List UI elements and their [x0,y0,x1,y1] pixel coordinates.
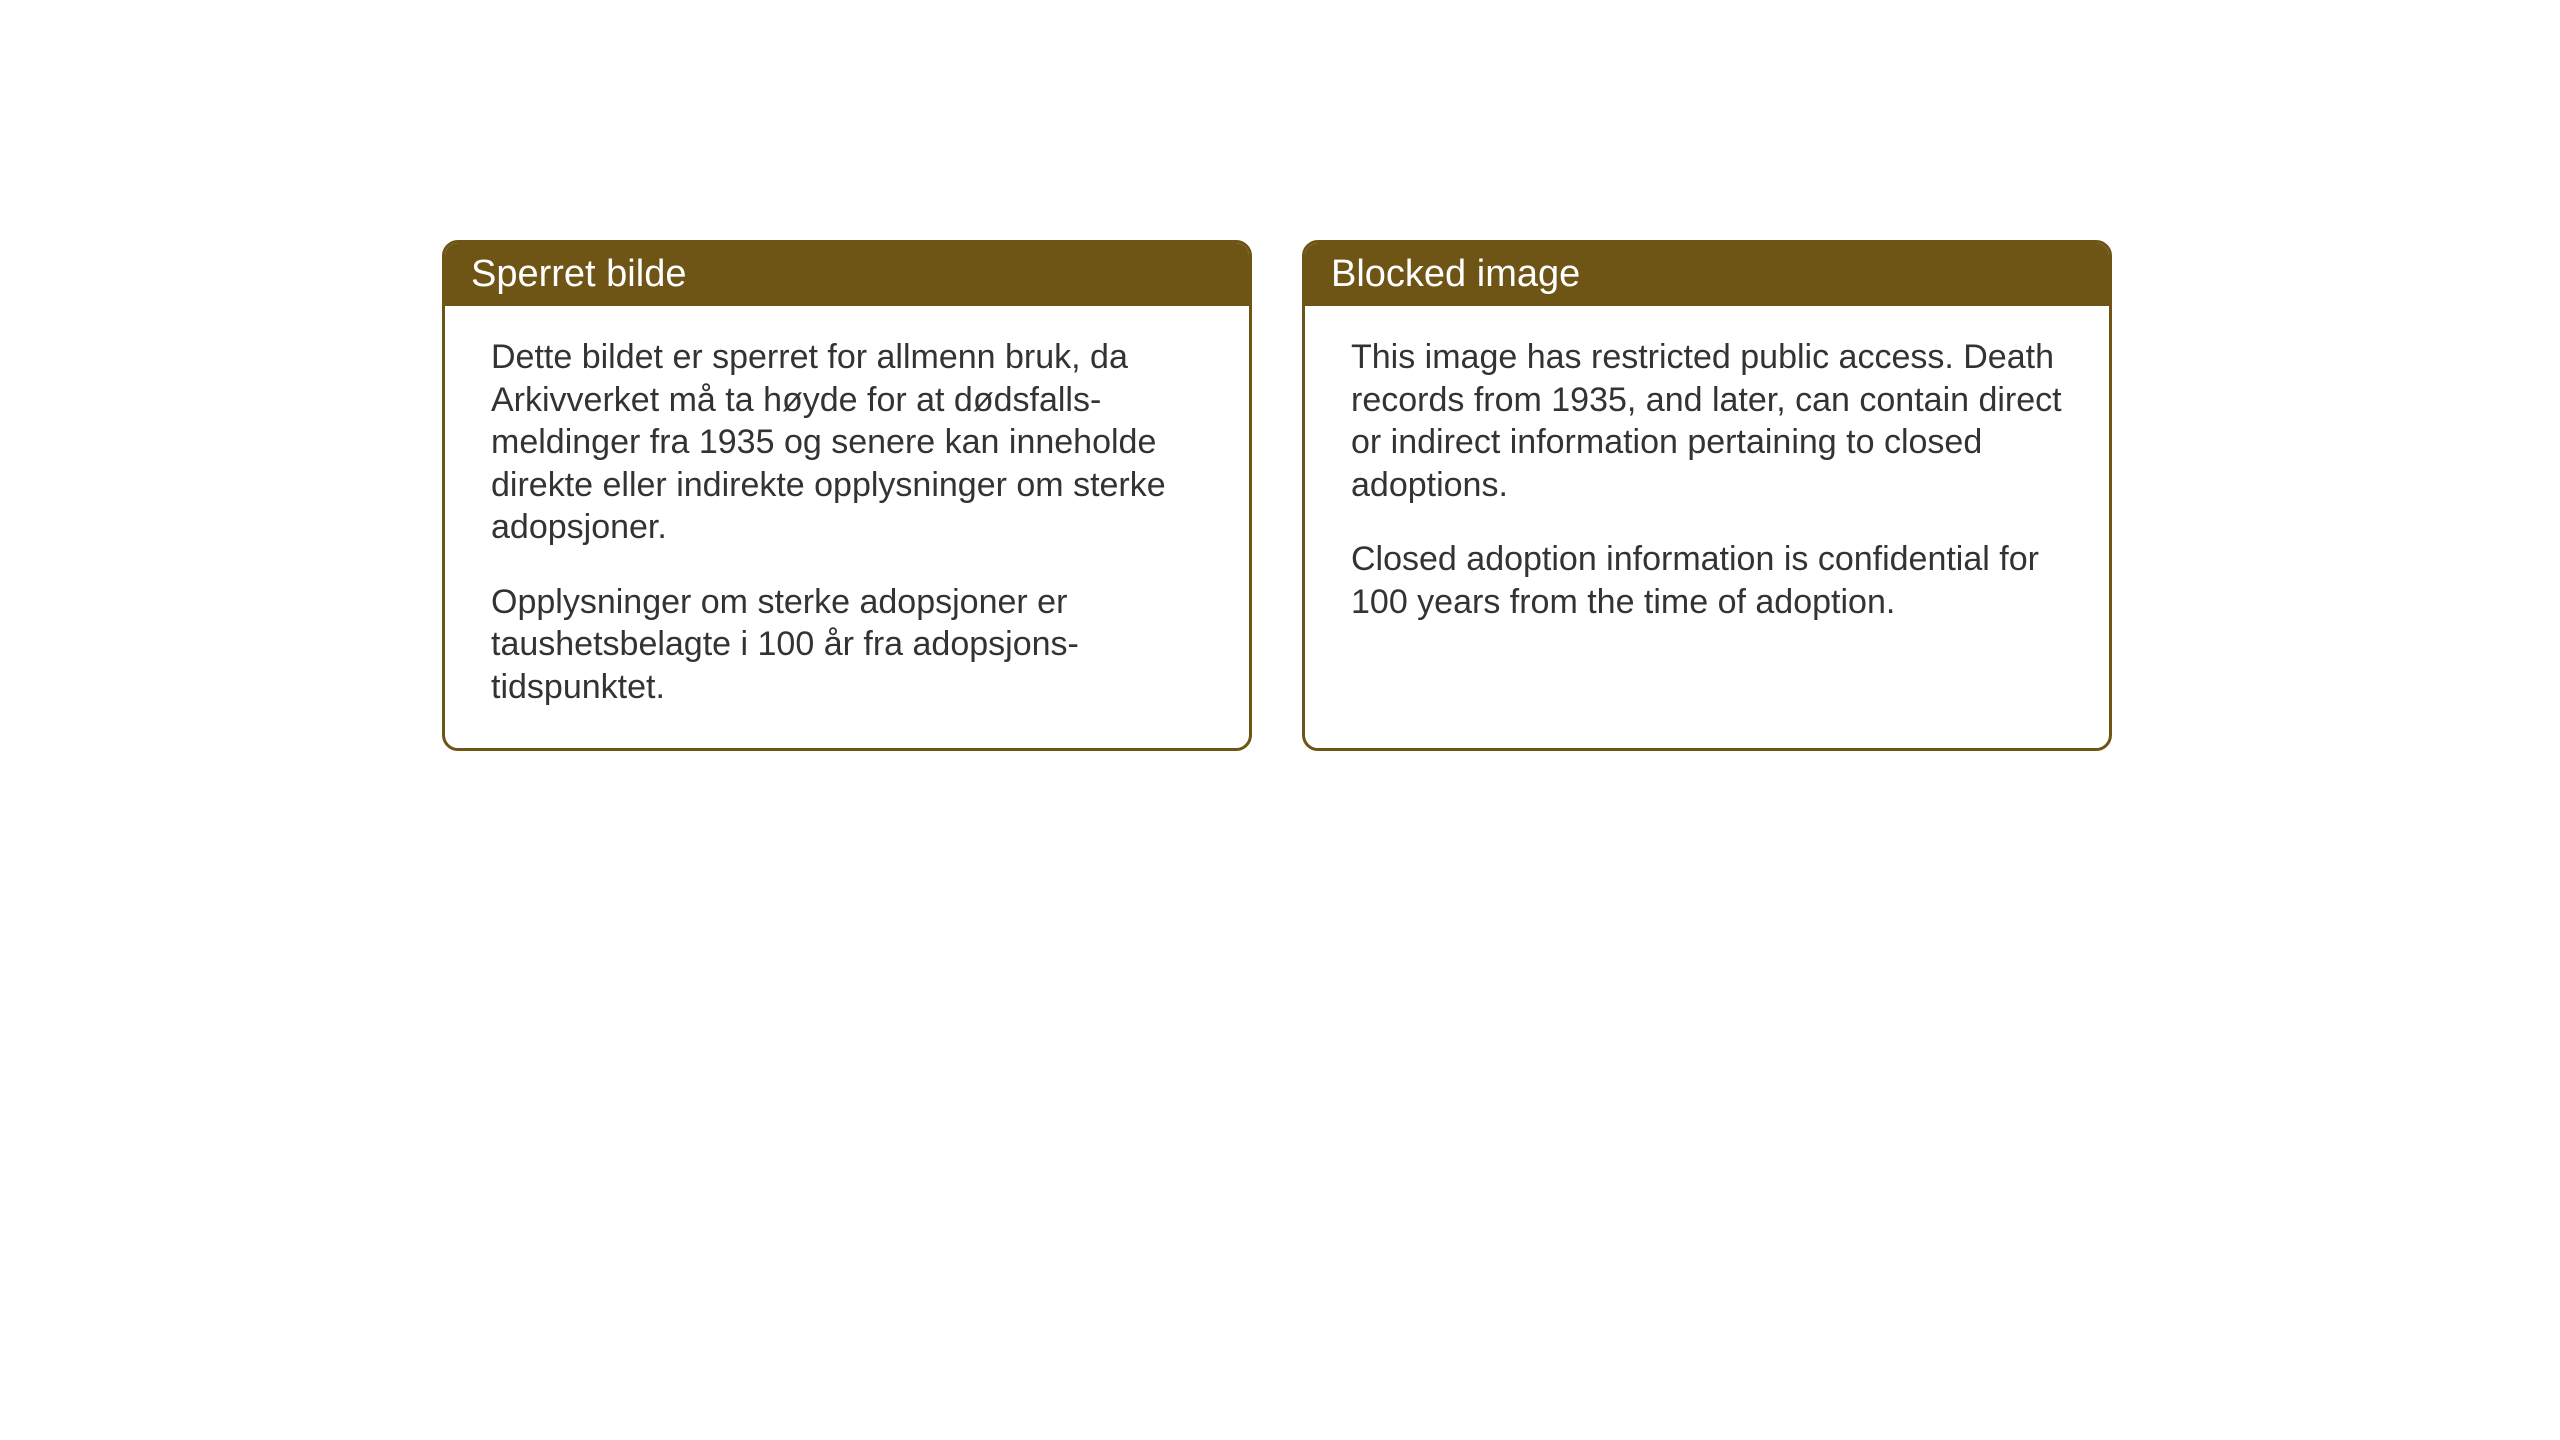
notice-container: Sperret bilde Dette bildet er sperret fo… [442,240,2112,751]
notice-title-norwegian: Sperret bilde [445,243,1249,306]
notice-paragraph-1-norwegian: Dette bildet er sperret for allmenn bruk… [491,336,1203,549]
notice-body-english: This image has restricted public access.… [1305,306,2109,663]
notice-paragraph-1-english: This image has restricted public access.… [1351,336,2063,506]
notice-title-english: Blocked image [1305,243,2109,306]
notice-paragraph-2-english: Closed adoption information is confident… [1351,538,2063,623]
notice-box-english: Blocked image This image has restricted … [1302,240,2112,751]
notice-box-norwegian: Sperret bilde Dette bildet er sperret fo… [442,240,1252,751]
notice-body-norwegian: Dette bildet er sperret for allmenn bruk… [445,306,1249,748]
notice-paragraph-2-norwegian: Opplysninger om sterke adopsjoner er tau… [491,581,1203,709]
